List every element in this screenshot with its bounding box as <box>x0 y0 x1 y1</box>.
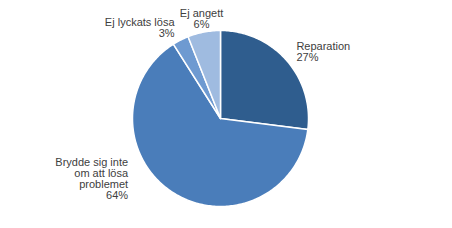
svg-text:Ej lyckats lösa3%: Ej lyckats lösa3% <box>105 16 176 39</box>
svg-text:Reparation27%: Reparation27% <box>296 40 350 63</box>
svg-text:Ej angett6%: Ej angett6% <box>180 7 223 30</box>
svg-text:Brydde sig inteom att lösaprob: Brydde sig inteom att lösaproblemet64% <box>55 156 129 201</box>
